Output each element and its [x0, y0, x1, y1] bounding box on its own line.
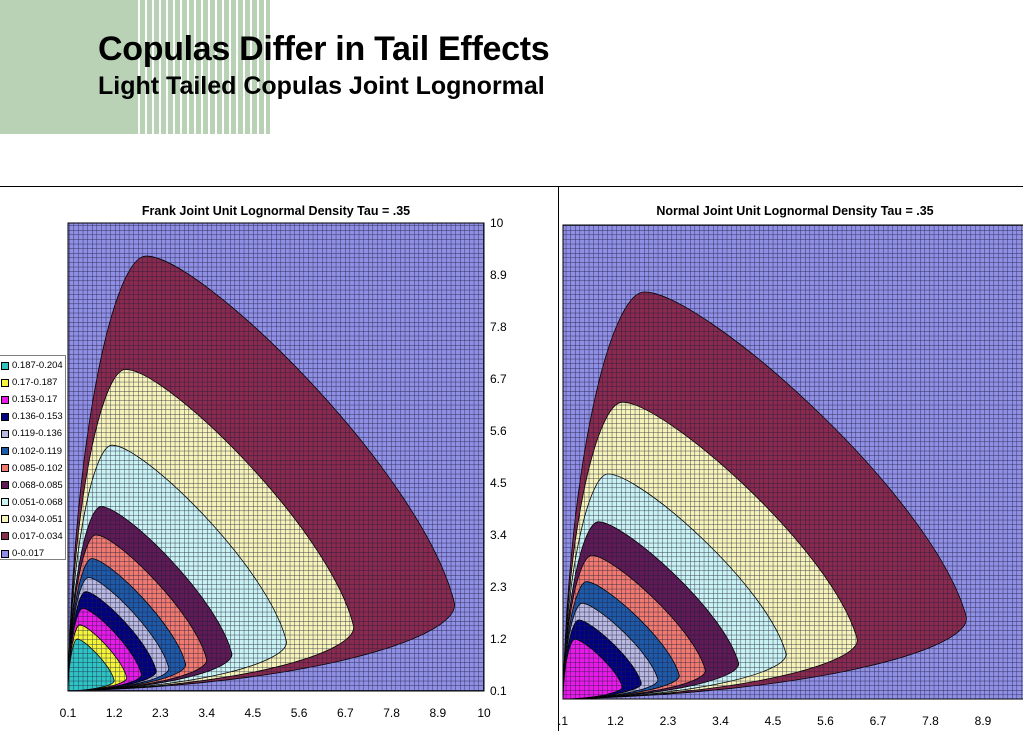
legend-item: 0.102-0.119	[0, 442, 65, 459]
frank-y-tick-label: 4.5	[490, 476, 507, 490]
frank-y-tick-label: 2.3	[490, 580, 507, 594]
normal-grid	[563, 225, 1023, 699]
frank-y-tick-label: 5.6	[490, 424, 507, 438]
frank-y-tick-label: 8.9	[490, 268, 507, 282]
frank-x-tick-label: 8.9	[429, 706, 446, 720]
slide-title: Copulas Differ in Tail Effects	[98, 30, 550, 68]
legend-label: 0.068-0.085	[12, 479, 63, 491]
legend-label: 0.051-0.068	[12, 496, 63, 508]
divider-horizontal	[0, 186, 1023, 187]
frank-y-tick-label: 3.4	[490, 528, 507, 542]
legend-item: 0.119-0.136	[0, 425, 65, 442]
frank-x-tick-label: 4.5	[245, 706, 262, 720]
divider-vertical	[558, 186, 559, 731]
legend-swatch	[1, 361, 9, 370]
legend-label: 0.136-0.153	[12, 411, 63, 423]
legend-swatch	[1, 532, 9, 541]
frank-y-tick-label: 6.7	[490, 372, 507, 386]
legend-label: 0.085-0.102	[12, 462, 63, 474]
frank-x-tick-label: 6.7	[337, 706, 354, 720]
legend-swatch	[1, 378, 9, 387]
frank-x-tick-label: 0.1	[60, 706, 77, 720]
normal-x-tick-label: 3.4	[712, 714, 729, 728]
legend-item: 0.187-0.204	[0, 357, 65, 374]
frank-chart-title: Frank Joint Unit Lognormal Density Tau =…	[142, 204, 410, 218]
normal-chart-title: Normal Joint Unit Lognormal Density Tau …	[656, 204, 933, 218]
legend-label: 0.034-0.051	[12, 513, 63, 525]
legend-label: 0.153-0.17	[12, 394, 58, 406]
legend-item: 0.136-0.153	[0, 408, 65, 425]
normal-x-tick-label: 5.6	[817, 714, 834, 728]
frank-y-tick-label: 1.2	[490, 632, 507, 646]
frank-x-tick-label: 7.8	[383, 706, 400, 720]
frank-y-tick-label: 0.1	[490, 684, 507, 698]
frank-x-tick-label: 2.3	[152, 706, 169, 720]
legend-label: 0.102-0.119	[12, 445, 63, 457]
legend-swatch	[1, 464, 9, 473]
normal-plot-border	[562, 224, 1023, 700]
frank-x-tick-label: 1.2	[106, 706, 123, 720]
legend-swatch	[1, 395, 9, 404]
slide-subtitle: Light Tailed Copulas Joint Lognormal	[98, 72, 545, 100]
frank-plot-border	[67, 222, 485, 692]
legend-item: 0.017-0.034	[0, 528, 65, 545]
frank-y-tick-label: 10	[490, 216, 504, 230]
legend-label: 0.119-0.136	[12, 428, 63, 440]
frank-grid	[68, 223, 484, 691]
legend-swatch	[1, 447, 9, 456]
legend-item: 0.051-0.068	[0, 494, 65, 511]
legend-swatch	[1, 481, 9, 490]
frank-legend: 0.187-0.204 0.17-0.187 0.153-0.17 0.136-0.1…	[0, 355, 66, 560]
normal-x-tick-label: 8.9	[975, 714, 992, 728]
legend-swatch	[1, 498, 9, 507]
normal-x-tick-label: .1	[558, 714, 568, 728]
legend-item: 0.034-0.051	[0, 511, 65, 528]
normal-x-tick-label: 4.5	[765, 714, 782, 728]
legend-label: 0.187-0.204	[12, 360, 63, 372]
legend-item: 0-0.017	[0, 545, 65, 562]
legend-swatch	[1, 429, 9, 438]
frank-chart: Frank Joint Unit Lognormal Density Tau =…	[60, 204, 507, 720]
legend-label: 0.17-0.187	[12, 377, 58, 389]
frank-x-tick-label: 10	[477, 706, 491, 720]
header-decoration	[0, 0, 270, 134]
frank-x-tick-label: 3.4	[198, 706, 215, 720]
frank-x-tick-label: 5.6	[291, 706, 308, 720]
normal-x-tick-label: 6.7	[870, 714, 887, 728]
legend-swatch	[1, 515, 9, 524]
normal-chart: Normal Joint Unit Lognormal Density Tau …	[558, 204, 1023, 728]
legend-label: 0-0.017	[12, 548, 45, 560]
legend-item: 0.153-0.17	[0, 391, 65, 408]
normal-x-tick-label: 1.2	[607, 714, 624, 728]
legend-item: 0.085-0.102	[0, 460, 65, 477]
legend-swatch	[1, 549, 9, 558]
normal-x-tick-label: 2.3	[660, 714, 677, 728]
legend-swatch	[1, 412, 9, 421]
legend-item: 0.17-0.187	[0, 374, 65, 391]
legend-item: 0.068-0.085	[0, 477, 65, 494]
normal-x-tick-label: 7.8	[922, 714, 939, 728]
frank-y-tick-label: 7.8	[490, 320, 507, 334]
legend-label: 0.017-0.034	[12, 530, 63, 542]
